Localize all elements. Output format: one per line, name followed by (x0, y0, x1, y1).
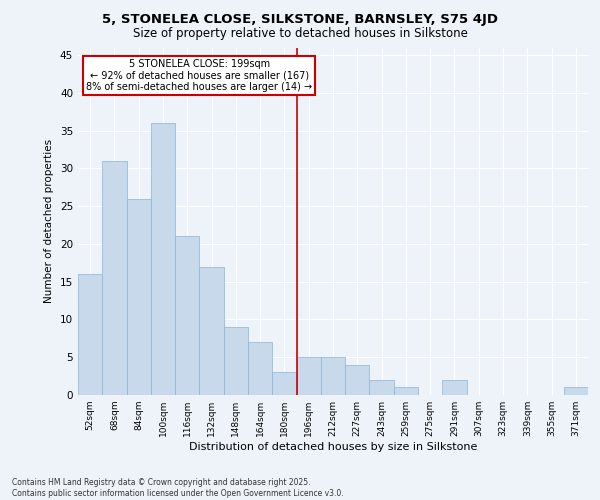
Text: 5, STONELEA CLOSE, SILKSTONE, BARNSLEY, S75 4JD: 5, STONELEA CLOSE, SILKSTONE, BARNSLEY, … (102, 12, 498, 26)
Bar (296, 357, 321, 395)
Text: 5 STONELEA CLOSE: 199sqm
← 92% of detached houses are smaller (167)
8% of semi-d: 5 STONELEA CLOSE: 199sqm ← 92% of detach… (86, 59, 313, 92)
Bar (127, 198, 151, 395)
Bar (199, 266, 224, 395)
Bar (224, 327, 248, 395)
Bar (78, 274, 102, 395)
Bar (370, 380, 394, 395)
Y-axis label: Number of detached properties: Number of detached properties (44, 139, 55, 304)
Bar (321, 357, 345, 395)
Text: Contains HM Land Registry data © Crown copyright and database right 2025.
Contai: Contains HM Land Registry data © Crown c… (12, 478, 344, 498)
X-axis label: Distribution of detached houses by size in Silkstone: Distribution of detached houses by size … (189, 442, 477, 452)
Bar (442, 380, 467, 395)
Bar (248, 342, 272, 395)
Bar (394, 388, 418, 395)
Bar (564, 388, 588, 395)
Text: Size of property relative to detached houses in Silkstone: Size of property relative to detached ho… (133, 28, 467, 40)
Bar (102, 161, 127, 395)
Bar (151, 123, 175, 395)
Bar (345, 365, 370, 395)
Bar (175, 236, 199, 395)
Bar (272, 372, 296, 395)
